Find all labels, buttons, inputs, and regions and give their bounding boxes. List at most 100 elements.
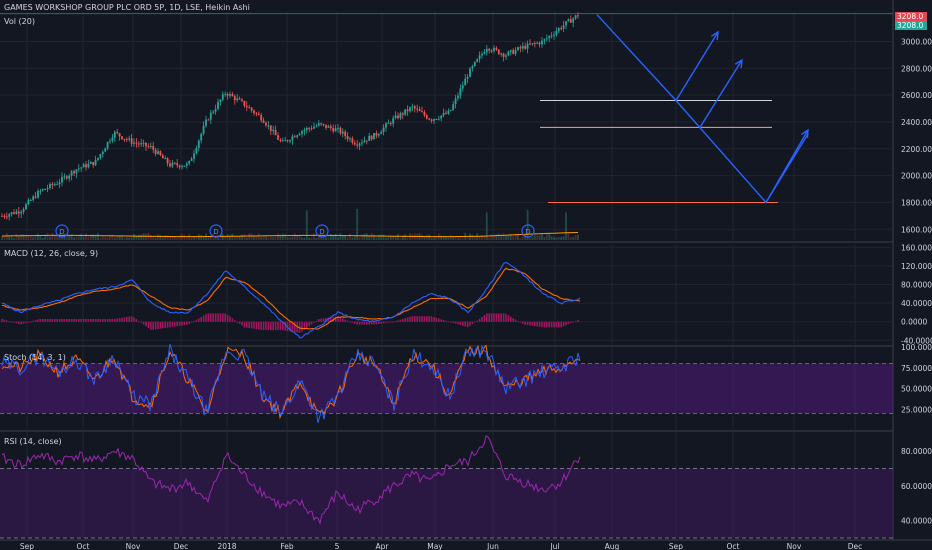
volume-bar (377, 234, 380, 240)
macd-hist-bar (337, 316, 339, 322)
candle-body (394, 115, 397, 119)
macd-hist-bar (346, 320, 349, 322)
macd-hist-bar (526, 321, 529, 326)
macd-hist-bar (358, 321, 361, 325)
macd-hist-bar (85, 318, 87, 322)
macd-hist-bar (385, 321, 387, 323)
candle-body (332, 128, 335, 132)
candle-body (80, 167, 83, 169)
volume-bar (243, 234, 246, 240)
candle-body (178, 165, 181, 168)
candle-body (104, 148, 107, 152)
candle-body (164, 158, 167, 160)
macd-hist-bar (342, 318, 344, 322)
candle-body (142, 142, 145, 144)
volume-bar (149, 235, 152, 240)
candle-body (123, 139, 126, 141)
candle-body (286, 140, 289, 142)
macd-hist-bar (375, 321, 378, 325)
macd-hist-bar (370, 321, 373, 325)
macd-hist-bar (195, 319, 198, 322)
candle-body (262, 120, 265, 123)
macd-hist-bar (325, 317, 327, 322)
volume-bar (291, 236, 294, 240)
candle-body (461, 85, 464, 89)
candle-body (389, 122, 392, 124)
candle-body (569, 19, 572, 23)
macd-hist-bar (462, 321, 464, 326)
candle-body (229, 93, 231, 96)
candle-body (10, 212, 13, 215)
candle-body (349, 138, 351, 140)
volume-bar (130, 237, 133, 240)
candle-body (166, 158, 169, 164)
volume-bar (562, 236, 565, 240)
candle-body (77, 168, 80, 170)
volume-bar (425, 234, 428, 240)
macd-hist-bar (435, 317, 438, 322)
macd-hist-bar (217, 313, 219, 322)
macd-hist-bar (75, 318, 78, 322)
candle-body (248, 107, 251, 109)
volume-bar (137, 234, 140, 240)
macd-hist-bar (8, 321, 10, 322)
macd-hist-bar (464, 321, 466, 327)
macd-hist-bar (517, 320, 519, 322)
macd-hist-bar (368, 321, 370, 325)
candle-body (572, 18, 575, 23)
macd-hist-bar (178, 321, 181, 326)
volume-bar (485, 212, 488, 240)
macd-hist-bar (193, 321, 195, 323)
volume-bar (207, 237, 210, 240)
volume-bar (75, 236, 78, 240)
volume-bar (176, 237, 179, 240)
volume-bar (399, 237, 402, 240)
macd-hist-bar (258, 321, 260, 330)
macd-hist-bar (226, 314, 229, 322)
macd-hist-bar (318, 319, 320, 322)
arrow-head-icon (710, 30, 719, 41)
volume-bar (493, 235, 495, 240)
time-axis-label: Jul (549, 542, 559, 550)
volume-bar (217, 235, 219, 240)
candle-body (137, 143, 140, 145)
stoch-axis-label: 50.0000 (901, 385, 932, 394)
macd-hist-bar (284, 321, 286, 331)
macd-hist-bar (505, 313, 507, 322)
candle-body (190, 158, 193, 161)
candle-body (193, 153, 195, 159)
volume-bar (238, 236, 241, 240)
candle-body (89, 162, 92, 164)
candle-body (272, 129, 275, 132)
time-axis-label: 5 (335, 542, 340, 550)
macd-hist-bar (73, 318, 75, 322)
volume-bar (507, 235, 510, 240)
volume-bar (125, 237, 128, 240)
candle-body (243, 100, 246, 106)
macd-hist-bar (373, 321, 375, 325)
volume-bar (197, 234, 200, 240)
macd-hist-bar (298, 321, 301, 333)
macd-hist-bar (176, 321, 178, 327)
macd-hist-bar (301, 321, 303, 332)
candle-body (404, 109, 407, 115)
time-axis-label: Apr (376, 542, 390, 550)
macd-hist-bar (70, 318, 73, 322)
macd-hist-bar (334, 316, 337, 322)
time-axis-label: Oct (77, 542, 90, 550)
price-axis-label: 2600.0000 (901, 91, 932, 100)
candle-body (308, 128, 311, 130)
volume-bar (382, 234, 385, 240)
candle-body (500, 53, 503, 55)
candle-body (543, 39, 546, 41)
candle-body (545, 38, 548, 40)
candle-body (464, 78, 467, 86)
candle-body (173, 162, 176, 164)
candle-body (514, 50, 517, 54)
volume-bar (44, 234, 47, 240)
macd-hist-bar (6, 320, 8, 322)
candle-body (61, 176, 63, 183)
macd-histogram (1, 313, 579, 333)
candle-body (521, 46, 524, 49)
